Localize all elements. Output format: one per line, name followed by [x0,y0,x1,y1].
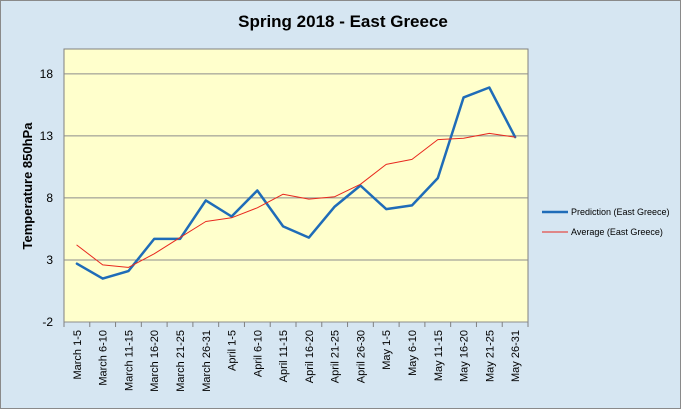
y-axis-label: Temperature 850hPa [20,122,35,250]
x-tick-label: May 21-25 [484,330,496,382]
y-tick-label: -2 [42,315,53,329]
y-axis-ticks: -2 3 8 13 18 [40,67,54,329]
legend-label: Prediction (East Greece) [571,207,670,217]
average-series-line [76,132,516,268]
x-tick-label: May 11-15 [433,330,445,381]
x-tick-label: April 1-5 [227,330,239,371]
x-tick-label: April 11-15 [278,330,290,382]
x-tick-label: March 6-10 [98,330,110,386]
x-tick-label: March 26-31 [201,330,213,392]
x-tick-label: April 21-25 [330,330,342,383]
prediction-series-line [75,86,517,280]
x-tick-label: May 26-31 [510,330,522,382]
series-lines [75,86,517,280]
x-tick-label: April 6-10 [252,330,264,377]
chart-title: Spring 2018 - East Greece [238,12,448,31]
x-tick-label: April 16-20 [304,330,316,383]
legend-label: Average (East Greece) [571,227,663,237]
plot-area [63,48,529,323]
y-tick-label: 13 [40,129,54,143]
x-tick-label: March 21-25 [175,330,187,392]
x-tick-label: April 26-30 [355,330,367,383]
x-tick-label: March 1-5 [72,330,84,380]
y-tick-label: 8 [46,191,53,205]
x-tick-label: March 16-20 [149,330,161,392]
x-tick-label: May 1-5 [381,330,393,370]
x-tick-label: May 16-20 [459,330,471,382]
y-tick-label: 18 [40,67,54,81]
y-tick-label: 3 [46,253,53,267]
x-tick-label: May 6-10 [407,330,419,376]
x-tick-label: March 11-15 [123,330,135,391]
legend: Prediction (East Greece) Average (East Gr… [542,207,670,237]
x-axis-ticks: March 1-5 March 6-10 March 11-15 March 16-2… [63,322,529,392]
